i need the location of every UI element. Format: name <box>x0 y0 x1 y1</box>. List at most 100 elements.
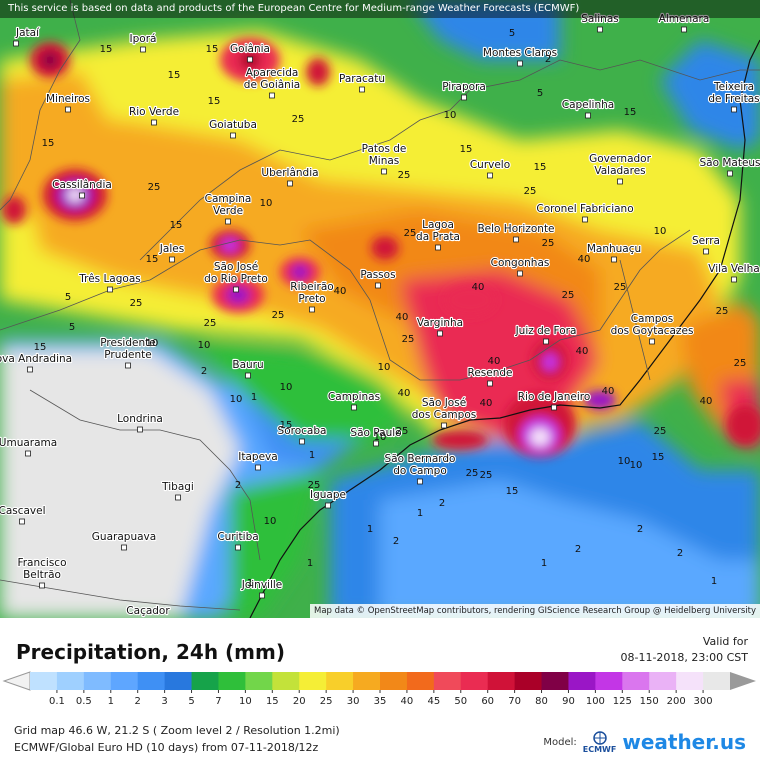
model-info: ECMWF/Global Euro HD (10 days) from 07-1… <box>14 741 319 754</box>
contour-value-label: 15 <box>170 220 183 231</box>
contour-value-label: 5 <box>509 28 515 39</box>
city-label: Pirapora <box>442 81 486 93</box>
city-label: Uberlândia <box>261 167 318 179</box>
city-marker-icon <box>543 338 549 345</box>
city-sorocaba: Sorocaba <box>276 424 328 445</box>
city-serra: Serra <box>691 234 721 255</box>
contour-value-label: 2 <box>201 366 207 377</box>
city-rio-verde: Rio Verde <box>128 105 180 126</box>
scale-swatch <box>676 672 704 690</box>
precip-field <box>0 0 760 618</box>
contour-value-label: 10 <box>374 432 387 443</box>
contour-value-label: 1 <box>309 450 315 461</box>
city-marker-icon <box>727 170 733 177</box>
scale-swatch <box>245 672 273 690</box>
city-iguape: Iguape <box>309 488 347 509</box>
city-pirapora: Pirapora <box>441 80 487 101</box>
city-curitiba: Curitiba <box>216 530 260 551</box>
city-label: Coronel Fabriciano <box>536 203 633 215</box>
city-label: Belo Horizonte <box>477 223 554 235</box>
city-label: Aparecida <box>246 67 299 79</box>
city-marker-icon <box>255 464 261 471</box>
city-jales: Jales <box>158 242 185 263</box>
city-label: Preto <box>298 293 325 305</box>
city-label: Capelinha <box>562 99 614 111</box>
city-label: do Rio Preto <box>204 273 268 285</box>
contour-value-label: 25 <box>542 238 555 249</box>
contour-value-label: 1 <box>367 524 373 535</box>
precipitation-map[interactable]: Jataí Iporá Goiânia Aparecida de Goiânia Para… <box>0 0 760 618</box>
city-coronel-fabriciano: Coronel Fabriciano <box>535 202 635 223</box>
city-marker-icon <box>513 236 519 243</box>
color-scale: 0.1 0.5 1 2 3 5 7 10 15 20 25 30 35 40 45 50 60 70 80 90 100… <box>2 671 756 707</box>
contour-value-label: 25 <box>480 470 493 481</box>
city-s-o-mateus: São Mateus <box>698 156 760 177</box>
contour-value-label: 25 <box>402 334 415 345</box>
contour-value-label: 15 <box>34 342 47 353</box>
ecmwf-globe-icon <box>592 730 607 745</box>
city-label: São José <box>214 261 258 273</box>
city-marker-icon <box>731 106 737 113</box>
contour-value-label: 25 <box>562 290 575 301</box>
city-label: Vila Velha <box>708 263 759 275</box>
city-cassil-ndia: Cassilândia <box>51 178 113 199</box>
city-label: Beltrão <box>23 569 61 581</box>
contour-value-label: 15 <box>624 107 637 118</box>
contour-value-label: 40 <box>396 312 409 323</box>
city-tibagi: Tibagi <box>160 480 195 501</box>
scale-swatch <box>649 672 677 690</box>
scale-tick-label: 30 <box>347 696 360 707</box>
weatherus-logo[interactable]: weather.us <box>622 730 746 754</box>
city-marker-icon <box>731 276 737 283</box>
city-label: Serra <box>692 235 720 247</box>
city-marker-icon <box>269 92 275 99</box>
scale-tick-label: 15 <box>266 696 279 707</box>
city-joinville: Joinville <box>240 578 283 599</box>
contour-value-label: 15 <box>146 254 159 265</box>
city-label: Londrina <box>117 413 163 425</box>
contour-value-label: 10 <box>280 382 293 393</box>
city-label: de Freitas <box>708 93 759 105</box>
city-marker-icon <box>175 494 181 501</box>
city-label: Curvelo <box>470 159 510 171</box>
city-label: Três Lagoas <box>78 273 141 285</box>
scale-tick-label: 20 <box>293 696 306 707</box>
city-marker-icon <box>225 218 231 225</box>
city-label: Mineiros <box>46 93 90 105</box>
city-label: Tibagi <box>161 481 194 493</box>
city-marker-icon <box>351 404 357 411</box>
contour-value-label: 1 <box>417 508 423 519</box>
scale-tick-label: 1 <box>108 696 114 707</box>
scale-tick-label: 25 <box>320 696 333 707</box>
contour-value-label: 25 <box>734 358 747 369</box>
scale-swatch <box>137 672 166 690</box>
city-label: dos Campos <box>412 409 476 421</box>
city-marker-icon <box>13 40 19 47</box>
contour-value-label: 25 <box>524 186 537 197</box>
city-label: Rio de Janeiro <box>518 391 591 403</box>
contour-value-label: 15 <box>168 70 181 81</box>
contour-value-label: 25 <box>130 298 143 309</box>
city-marker-icon <box>649 338 655 345</box>
model-label: Model: <box>543 736 577 748</box>
city-marker-icon <box>461 94 467 101</box>
city-umuarama: Umuarama <box>0 436 58 457</box>
scale-tick-label: 80 <box>535 696 548 707</box>
contour-value-label: 15 <box>652 452 665 463</box>
city-s-o-paulo: São Paulo <box>349 426 403 447</box>
contour-value-label: 2 <box>575 544 581 555</box>
city-marker-icon <box>151 119 157 126</box>
scale-tick-label: 0.5 <box>76 696 92 707</box>
contour-value-label: 1 <box>247 578 253 589</box>
city-label: São Bernardo <box>385 453 456 465</box>
city-marker-icon <box>259 592 265 599</box>
scale-tick-label: 70 <box>508 696 521 707</box>
city-marker-icon <box>39 582 45 589</box>
city-marker-icon <box>125 362 131 369</box>
contour-value-label: 5 <box>65 292 71 303</box>
city-label: Passos <box>360 269 395 281</box>
scale-swatch <box>30 672 58 690</box>
